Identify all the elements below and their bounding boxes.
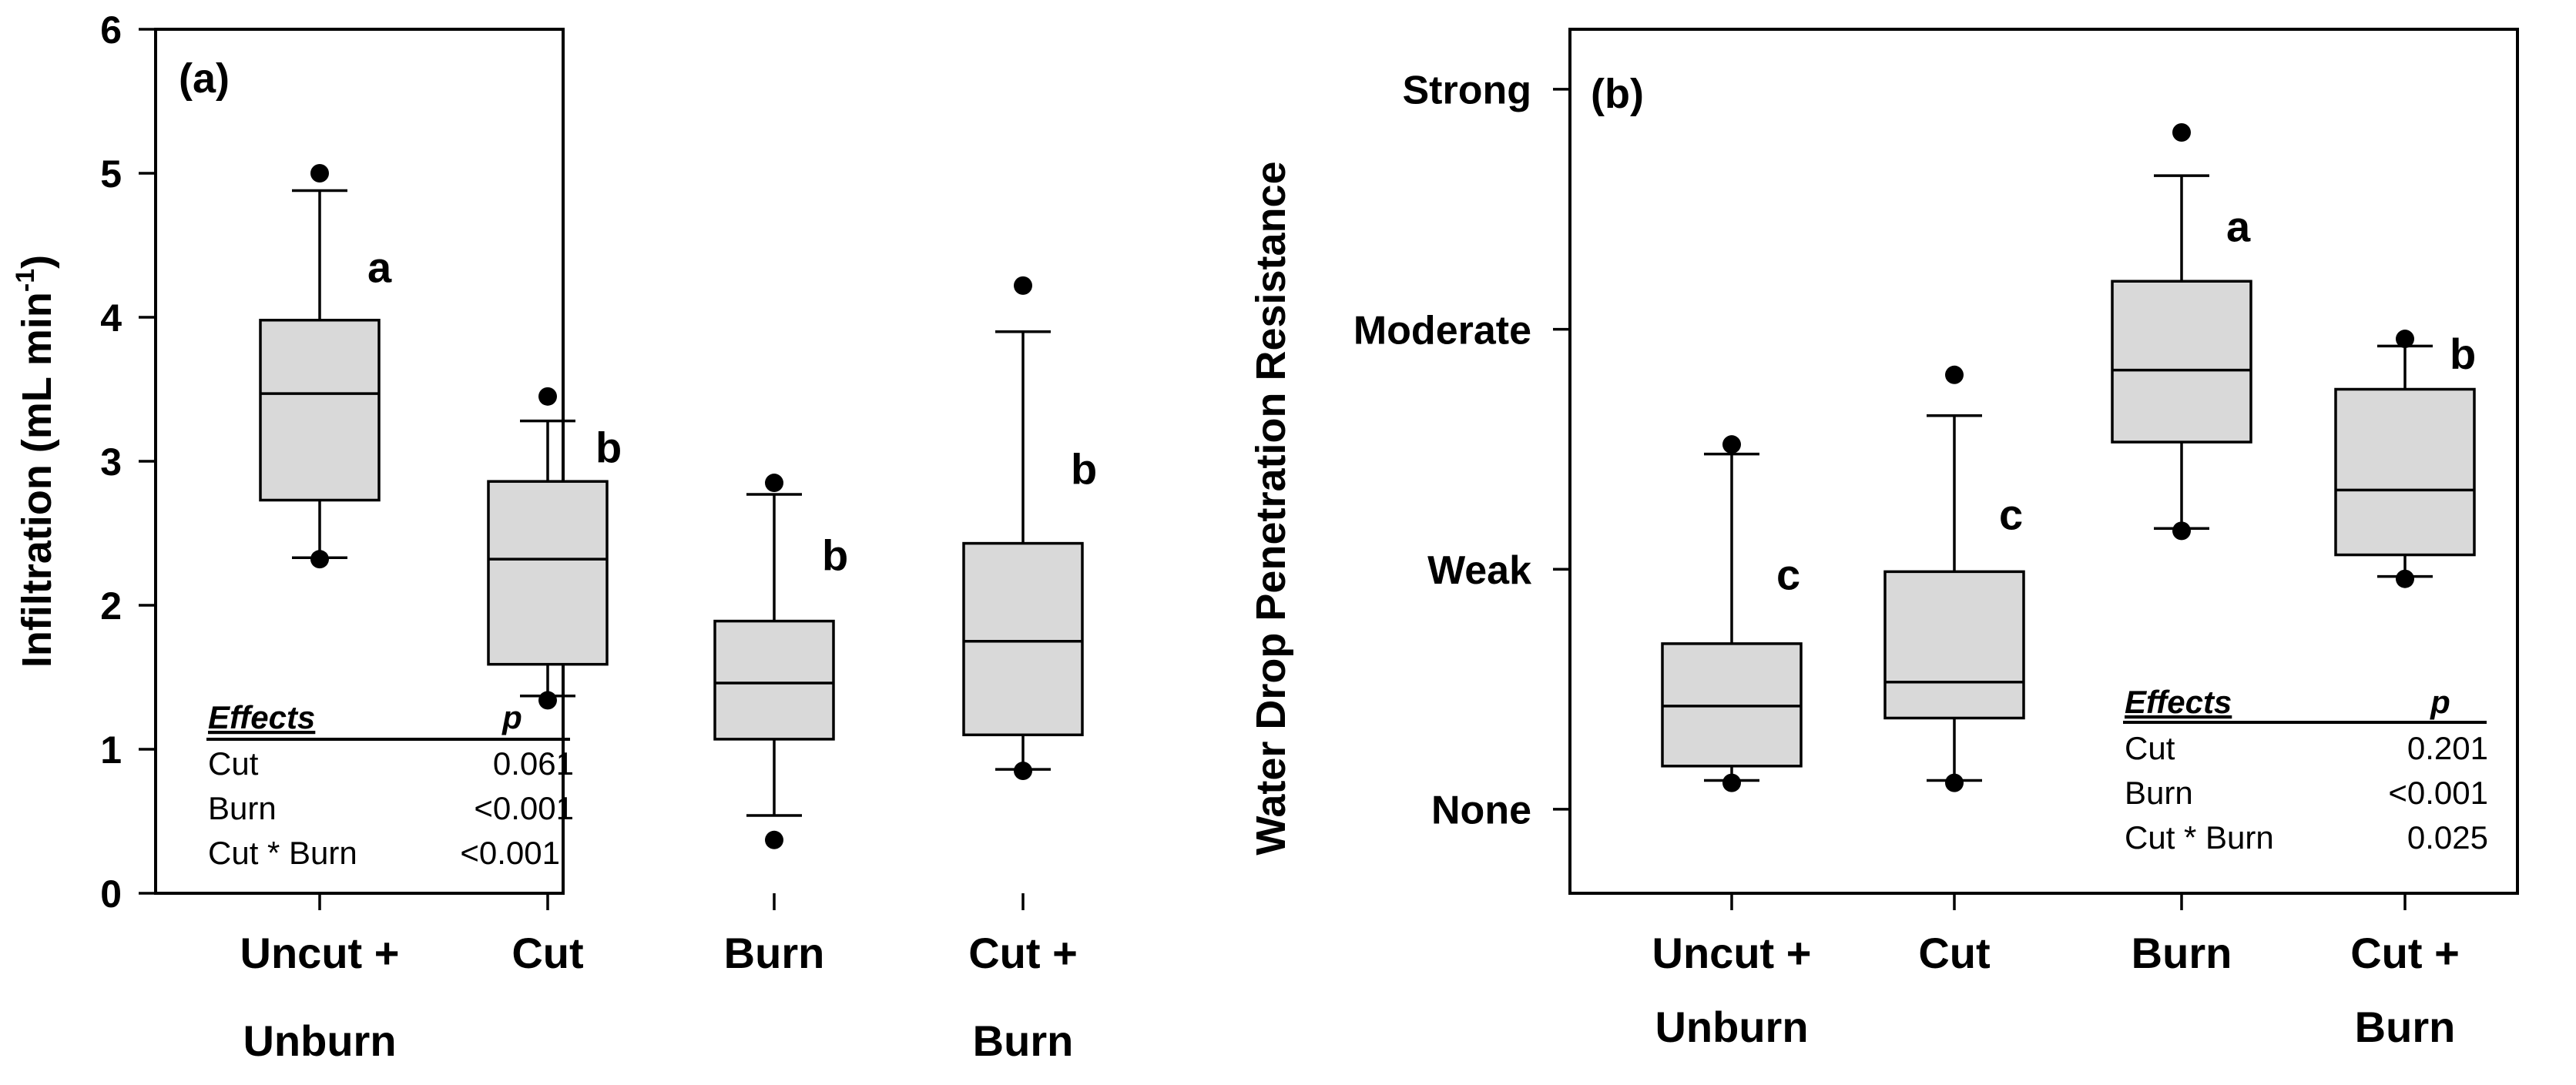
panel-b-frame [1568,28,2519,895]
outlier-point [538,387,557,406]
panel-a-effects-table: Effects p Cut 0.061 Burn <0.001 Cut * Bu… [206,699,574,871]
x-category-label: Cut [1918,929,1990,977]
box-group: a [2111,123,2252,541]
y-tick-label: 3 [100,440,122,484]
outlier-point [765,474,783,493]
x-category-label: Burn [2355,1003,2456,1051]
box-group: b [487,387,622,710]
iqr-box [487,480,609,666]
outlier-point [2172,521,2191,541]
x-category-label: Burn [2132,929,2232,977]
panel-b-effect-name-2: Burn [2125,775,2193,811]
y-tick-label: Moderate [1353,308,1531,353]
panel-a-infiltration: (a) 0 1 2 3 4 5 6 Uncut + Unburn Cut Burn Cut + Bur… [11,8,1097,1065]
panel-a-x-axis: Uncut + Unburn Cut Burn Cut + Burn [240,893,1078,1065]
y-tick-label: 2 [100,584,122,628]
box-group: b [962,276,1097,781]
panel-a-label: (a) [179,55,230,102]
panel-a-boxes: a b b b [259,164,1097,849]
x-category-label: Unburn [243,1016,396,1065]
box-group: c [1661,435,1803,792]
outlier-point [2172,123,2191,142]
panel-b-effect-name-3: Cut * Burn [2125,819,2274,856]
x-category-label: Cut + [968,929,1078,977]
panel-b-effects-header: Effects [2125,684,2232,720]
outlier-point [1945,773,1964,792]
panel-a-effect-p-3: <0.001 [460,835,560,871]
x-category-label: Cut [512,929,583,977]
panel-b-water-drop: (b) None Weak Moderate Strong Uncut + Unburn… [1248,28,2519,1051]
panel-a-effects-header: Effects [208,699,315,735]
x-category-label: Burn [724,929,825,977]
significance-letter: b [1071,444,1097,493]
outlier-point [310,164,329,183]
panel-b-label: (b) [1591,71,1644,117]
significance-letter: b [595,423,622,471]
outlier-point [765,830,783,849]
x-category-label: Uncut + [240,929,400,977]
outlier-point [2396,569,2414,588]
box-group: c [1883,365,2025,792]
significance-letter: b [2450,330,2476,378]
significance-letter: b [822,531,848,580]
panel-a-ylabel-superscript: -1 [11,269,40,292]
significance-letter: a [2226,203,2251,251]
significance-letter: c [1999,491,2023,539]
box-group: b [713,474,848,849]
outlier-point [1722,435,1741,454]
box-group: a [259,164,392,569]
y-tick-label: 0 [100,872,122,916]
outlier-point [310,550,329,569]
y-tick-label: None [1431,789,1531,833]
y-tick-label: 6 [100,8,122,52]
x-category-label: Unburn [1655,1003,1808,1051]
y-tick-label: Weak [1427,548,1531,593]
significance-letter: c [1776,550,1800,598]
panel-a-ylabel-close: ) [14,255,60,269]
outlier-point [1722,773,1741,792]
panel-a-effect-name-3: Cut * Burn [208,835,357,871]
panel-a-effect-p-1: 0.061 [493,745,574,782]
x-category-label: Uncut + [1652,929,1812,977]
y-tick-label: 4 [100,296,122,340]
panel-b-y-axis-title: Water Drop Penetration Resistance [1248,161,1294,855]
panel-b-boxes: c c a b [1661,123,2476,792]
outlier-point [1014,276,1032,295]
panel-b-x-axis: Uncut + Unburn Cut Burn Cut + Burn [1652,893,2460,1051]
panel-a-effect-name-1: Cut [208,745,259,782]
panel-a-effect-name-2: Burn [208,790,277,826]
outlier-point [538,691,557,710]
outlier-point [2396,330,2414,349]
panel-a-ylabel-main: Infiltration (mL min [14,292,60,668]
iqr-box [1883,570,2025,720]
iqr-box [713,619,835,741]
panel-b-effect-p-2: <0.001 [2388,775,2488,811]
iqr-box [259,318,381,502]
panel-b-p-header: p [2430,684,2450,720]
y-tick-label: 1 [100,728,122,772]
panel-a-effect-p-2: <0.001 [474,790,574,826]
panel-b-y-axis: None Weak Moderate Strong [1353,69,1570,833]
significance-letter: a [367,243,392,292]
box-group: b [2334,330,2476,588]
panel-b-effect-name-1: Cut [2125,730,2175,766]
panel-b-effect-p-1: 0.201 [2407,730,2488,766]
panel-a-y-axis-title: Infiltration (mL min-1) [11,255,60,668]
panel-a-p-header: p [501,699,522,735]
iqr-box [962,541,1084,737]
outlier-point [1014,762,1032,781]
panel-a-y-axis: 0 1 2 3 4 5 6 [100,8,156,916]
panel-b-effect-p-3: 0.025 [2407,819,2488,856]
iqr-box [2111,280,2252,444]
x-category-label: Cut + [2350,929,2460,977]
y-tick-label: Strong [1402,69,1531,113]
y-tick-label: 5 [100,152,122,196]
iqr-box [2334,387,2476,557]
x-category-label: Burn [973,1016,1074,1065]
outlier-point [1945,365,1964,384]
panel-b-effects-table: Effects p Cut 0.201 Burn <0.001 Cut * Bu… [2123,684,2488,856]
